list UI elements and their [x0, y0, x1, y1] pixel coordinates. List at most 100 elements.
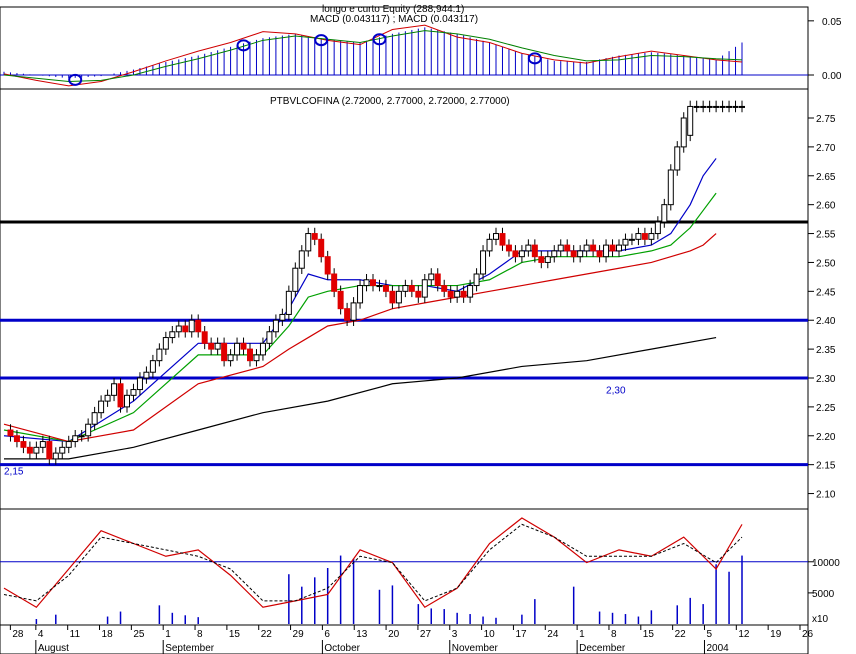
price-ytick-label: 2.25 — [816, 403, 836, 414]
oscillator-plot: 10000 5000 — [0, 517, 840, 624]
candle-body — [13, 435, 20, 443]
candle-body — [188, 319, 195, 333]
candle-body — [467, 285, 474, 298]
price-ytick-label: 2.50 — [816, 258, 836, 269]
candle-body — [518, 250, 525, 258]
candle-body — [460, 290, 467, 298]
x10-label: x10 — [812, 614, 829, 625]
price-ytick-label: 2.65 — [816, 172, 836, 183]
candle-body — [486, 238, 493, 252]
date-tick-label: 18 — [102, 629, 114, 640]
candle-body — [376, 285, 383, 288]
candle-body — [130, 389, 137, 396]
price-ytick-label: 2.60 — [816, 201, 836, 212]
date-tick-label: 15 — [643, 629, 655, 640]
candle-body — [609, 244, 616, 252]
date-tick-label: 3 — [452, 629, 458, 640]
ma-blue-line — [3, 158, 717, 443]
macd-line-signal — [3, 30, 743, 83]
candle-body — [253, 354, 260, 362]
price-ytick-label: 2.30 — [816, 374, 836, 385]
candle-body — [363, 279, 370, 287]
macd-marker — [372, 33, 387, 46]
candle-body — [149, 360, 156, 373]
price-ytick-label: 2.20 — [816, 432, 836, 443]
candle-body — [169, 331, 176, 339]
candle-body — [247, 348, 253, 362]
ma-black-line — [4, 336, 717, 460]
candle-body — [557, 244, 564, 252]
month-label: September — [165, 643, 215, 654]
candle-body — [428, 273, 435, 281]
candle-body — [408, 285, 415, 292]
candle-body — [538, 256, 545, 263]
candle-body — [285, 290, 292, 315]
candle-body — [434, 273, 441, 287]
date-tick-label: 15 — [229, 629, 241, 640]
candle-body — [415, 290, 422, 298]
candle-body — [240, 342, 247, 350]
candle-body — [590, 244, 597, 252]
candle-body — [259, 342, 266, 356]
candle-body — [344, 308, 351, 321]
price-ytick-label: 2.10 — [816, 490, 836, 501]
oscillator-ytick-label: 5000 — [812, 589, 835, 600]
candle-body — [26, 446, 33, 454]
candle-body — [279, 313, 286, 321]
candle-body — [739, 105, 745, 108]
candle-body — [78, 435, 85, 438]
candle-body — [182, 325, 189, 333]
candle-body — [221, 342, 228, 362]
price-annotation: 2,30 — [606, 386, 626, 397]
date-tick-label: 4 — [38, 629, 44, 640]
candle-body — [654, 221, 661, 235]
candle-body — [98, 400, 105, 414]
date-tick-label: 27 — [420, 629, 432, 640]
candle-body — [33, 446, 40, 454]
candle-body — [531, 244, 538, 258]
date-tick-label: 5 — [706, 629, 712, 640]
date-tick-label: 20 — [388, 629, 400, 640]
price-ytick-label: 2.45 — [816, 287, 836, 298]
candle-body — [357, 285, 364, 304]
candle-body — [641, 233, 648, 240]
candle-body — [124, 394, 130, 408]
candle-body — [525, 244, 532, 252]
candle-body — [72, 435, 79, 443]
candle-body — [175, 325, 182, 333]
candle-body — [266, 331, 273, 344]
candle-body — [298, 250, 305, 269]
date-tick-label: 6 — [324, 629, 330, 640]
price-ytick-label: 2.15 — [816, 461, 836, 472]
candle-body — [20, 441, 27, 448]
candle-body — [544, 256, 551, 263]
candle-body — [596, 250, 603, 258]
candle-body — [577, 250, 584, 258]
candle-body — [324, 256, 331, 275]
candle-body — [136, 377, 143, 391]
price-panel-frame — [0, 88, 809, 510]
date-tick-label: 17 — [515, 629, 527, 640]
date-tick-label: 28 — [12, 629, 24, 640]
date-tick-label: 12 — [738, 629, 750, 640]
candle-body — [91, 412, 98, 425]
candle-body — [551, 250, 558, 258]
candle-body — [370, 279, 376, 287]
candle-body — [39, 441, 46, 448]
date-tick-label: 22 — [261, 629, 273, 640]
candle-body — [318, 238, 325, 258]
candle-body — [104, 394, 111, 402]
date-tick-label: 10 — [484, 629, 496, 640]
date-tick-label: 1 — [579, 629, 585, 640]
candle-body — [214, 342, 221, 350]
macd-marker — [314, 34, 329, 47]
candle-body — [65, 441, 72, 448]
date-tick-label: 13 — [356, 629, 368, 640]
date-tick-label: 26 — [802, 629, 814, 640]
candle-body — [156, 348, 163, 362]
month-label: August — [38, 643, 69, 654]
macd-marker — [236, 39, 251, 52]
candle-body — [234, 342, 241, 356]
candle-body — [162, 337, 169, 350]
candle-body — [208, 342, 215, 350]
